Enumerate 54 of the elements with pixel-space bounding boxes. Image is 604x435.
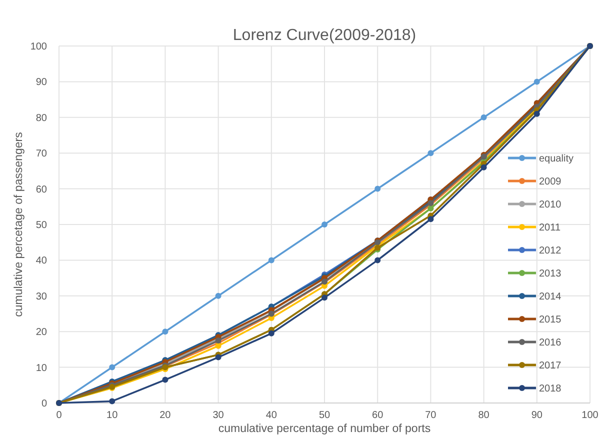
legend-label: 2013 xyxy=(539,268,562,280)
point xyxy=(534,78,540,85)
x-tick-label: 80 xyxy=(478,410,490,421)
y-tick-label: 10 xyxy=(36,362,48,374)
legend-label: 2014 xyxy=(539,292,562,302)
y-tick-label: 60 xyxy=(36,184,48,196)
y-tick-label: 50 xyxy=(36,220,48,231)
point xyxy=(534,110,540,117)
y-tick-label: 90 xyxy=(36,77,48,88)
y-tick-label: 20 xyxy=(36,327,48,338)
x-tick-label: 40 xyxy=(266,410,278,421)
legend-label: 2017 xyxy=(539,360,562,372)
y-tick-label: 0 xyxy=(41,398,48,410)
x-tick-label: 100 xyxy=(582,410,599,421)
point xyxy=(109,364,116,370)
point xyxy=(480,114,487,120)
point xyxy=(268,330,274,336)
y-tick-label: 100 xyxy=(30,42,48,52)
point xyxy=(480,164,487,170)
point xyxy=(162,376,168,383)
x-tick-label: 90 xyxy=(531,410,543,421)
point xyxy=(215,292,222,299)
y-tick-label: 40 xyxy=(36,256,48,267)
point xyxy=(322,222,328,228)
point xyxy=(374,186,381,192)
legend-label: 2012 xyxy=(539,246,562,256)
legend-label: equality xyxy=(539,154,574,164)
y-tick-label: 70 xyxy=(36,148,48,160)
y-tick-label: 80 xyxy=(36,112,48,124)
x-axis-title: cumulative percentage of number of ports xyxy=(218,423,431,435)
y-axis-title: cumulative percetage of passengers xyxy=(13,132,25,317)
point xyxy=(215,354,222,360)
legend-label: 2016 xyxy=(539,338,562,348)
legend-label: 2018 xyxy=(539,384,562,394)
x-tick-label: 50 xyxy=(318,410,330,421)
point xyxy=(428,150,434,156)
x-tick-label: 70 xyxy=(425,410,437,421)
x-tick-label: 20 xyxy=(160,410,172,421)
x-tick-label: 30 xyxy=(212,410,224,421)
y-tick-label: 30 xyxy=(36,291,48,302)
point xyxy=(428,216,434,222)
x-tick-label: 10 xyxy=(106,410,118,421)
point xyxy=(374,257,381,264)
point xyxy=(109,398,116,404)
legend-label: 2015 xyxy=(539,314,562,326)
legend-label: 2010 xyxy=(539,200,562,210)
chart-title: Lorenz Curve(2009-2018) xyxy=(232,27,416,44)
legend-label: 2009 xyxy=(539,176,562,188)
point xyxy=(322,294,328,301)
x-tick-label: 0 xyxy=(56,410,62,421)
legend-label: 2011 xyxy=(539,222,561,234)
point xyxy=(268,257,274,264)
x-tick-label: 60 xyxy=(372,410,384,421)
point xyxy=(162,328,168,335)
